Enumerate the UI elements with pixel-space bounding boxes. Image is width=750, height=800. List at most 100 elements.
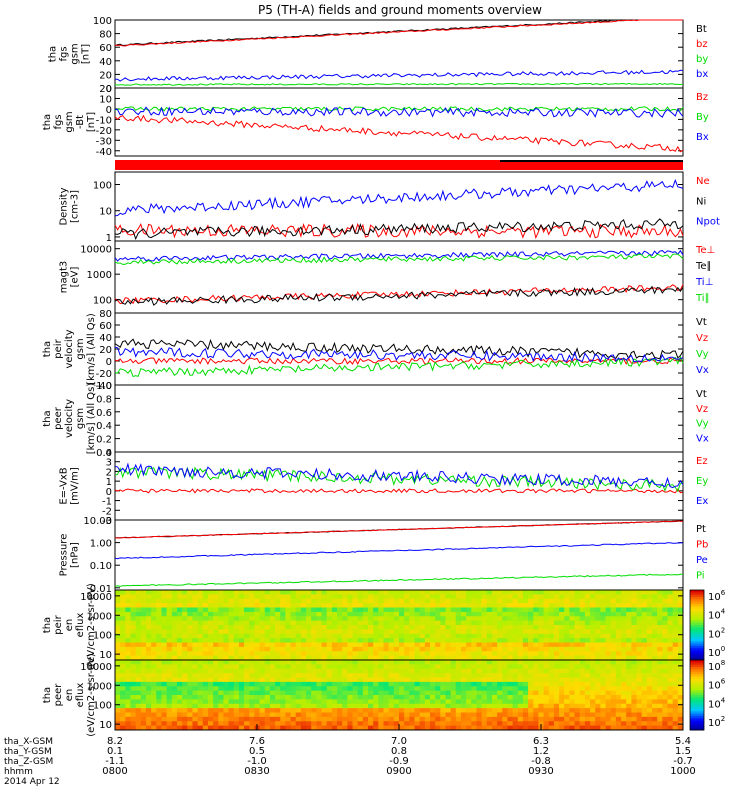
spectrogram-cell bbox=[621, 594, 627, 600]
spectrogram-cell bbox=[280, 633, 286, 639]
spectrogram-cell bbox=[424, 638, 431, 643]
spectrogram-cell bbox=[285, 716, 292, 722]
spectrogram-cell bbox=[677, 598, 684, 604]
spectrogram-cell bbox=[259, 681, 266, 687]
spectrogram-cell bbox=[156, 695, 162, 700]
spectrogram-cell bbox=[300, 668, 307, 674]
spectrogram-cell bbox=[584, 686, 591, 692]
spectrogram-cell bbox=[455, 611, 462, 617]
spectrogram-cell bbox=[543, 629, 550, 635]
spectrogram-cell bbox=[342, 642, 348, 648]
legend-label: Ez bbox=[696, 456, 708, 467]
spectrogram-cell bbox=[610, 642, 617, 648]
spectrogram-cell bbox=[522, 721, 529, 727]
spectrogram-cell bbox=[244, 655, 250, 661]
spectrogram-cell bbox=[455, 655, 462, 661]
spectrogram-cell bbox=[424, 620, 431, 626]
spectrogram-cell bbox=[491, 603, 498, 608]
spectrogram-cell bbox=[553, 642, 560, 648]
spectrogram-cell bbox=[445, 708, 452, 713]
spectrogram-cell bbox=[466, 629, 472, 635]
spectrogram-cell bbox=[517, 611, 524, 617]
spectrogram-cell bbox=[202, 603, 209, 608]
spectrogram-cell bbox=[662, 642, 669, 648]
spectrogram-cell bbox=[373, 633, 379, 639]
spectrogram-cell bbox=[559, 681, 565, 687]
spectrogram-cell bbox=[543, 655, 550, 661]
spectrogram-cell bbox=[672, 603, 679, 608]
spectrogram-cell bbox=[383, 681, 390, 687]
spectrogram-cell bbox=[548, 725, 555, 731]
spectrogram-cell bbox=[213, 646, 219, 652]
panel-frame bbox=[114, 451, 684, 521]
spectrogram-cell bbox=[280, 629, 286, 635]
spectrogram-cell bbox=[161, 603, 168, 608]
spectrogram-cell bbox=[440, 695, 446, 700]
spectrogram-cell bbox=[378, 716, 385, 722]
spectrogram-cell bbox=[559, 594, 565, 600]
spectrogram-cell bbox=[326, 629, 333, 635]
spectrogram-cell bbox=[120, 607, 126, 613]
spectrogram-cell bbox=[522, 611, 529, 617]
spectrogram-cell bbox=[646, 716, 653, 722]
spectrogram-cell bbox=[171, 660, 178, 665]
spectrogram-cell bbox=[145, 660, 152, 665]
spectrogram-cell bbox=[228, 611, 235, 617]
spectrogram-cell bbox=[667, 646, 674, 652]
spectrogram-cell bbox=[646, 590, 653, 595]
spectrogram-cell bbox=[254, 716, 261, 722]
spectrogram-cell bbox=[466, 664, 472, 670]
spectrogram-cell bbox=[156, 611, 162, 617]
spectrogram-cell bbox=[450, 611, 457, 617]
spectrogram-cell bbox=[450, 646, 457, 652]
spectrogram-cell bbox=[595, 607, 601, 613]
spectrogram-cell bbox=[259, 716, 266, 722]
spectrogram-cell bbox=[657, 629, 663, 635]
spectrogram-cell bbox=[135, 629, 142, 635]
spectrogram-cell bbox=[238, 721, 245, 727]
spectrogram-cell bbox=[207, 716, 214, 722]
spectrogram-cell bbox=[378, 594, 385, 600]
spectrogram-cell bbox=[347, 611, 354, 617]
y-tick-label: 10 bbox=[99, 650, 112, 661]
spectrogram-cell bbox=[207, 655, 214, 661]
spectrogram-cell bbox=[553, 695, 560, 700]
spectrogram-cell bbox=[176, 712, 183, 718]
spectrogram-cell bbox=[269, 690, 276, 696]
spectrogram-cell bbox=[331, 625, 338, 630]
spectrogram-cell bbox=[249, 598, 255, 604]
spectrogram-cell bbox=[275, 716, 281, 722]
spectrogram-cell bbox=[569, 668, 576, 674]
spectrogram-cell bbox=[368, 603, 374, 608]
spectrogram-cell bbox=[238, 642, 245, 648]
spectrogram-cell bbox=[388, 703, 395, 709]
spectrogram-cell bbox=[621, 620, 627, 626]
spectrogram-cell bbox=[404, 699, 410, 705]
spectrogram-cell bbox=[424, 690, 431, 696]
spectrogram-cell bbox=[631, 633, 638, 639]
spectrogram-cell bbox=[156, 721, 162, 727]
spectrogram-cell bbox=[507, 611, 514, 617]
spectrogram-cell bbox=[574, 677, 581, 683]
spectrogram-cell bbox=[471, 638, 477, 643]
spectrogram-cell bbox=[192, 686, 199, 692]
spectrogram-cell bbox=[600, 611, 607, 617]
spectrogram-cell bbox=[528, 677, 534, 683]
spectrogram-cell bbox=[207, 638, 214, 643]
spectrogram-cell bbox=[321, 655, 328, 661]
spectrogram-cell bbox=[161, 695, 168, 700]
spectrogram-cell bbox=[543, 681, 550, 687]
spectrogram-cell bbox=[197, 673, 204, 678]
spectrogram-cell bbox=[321, 620, 328, 626]
spectrogram-cell bbox=[522, 677, 529, 683]
spectrogram-cell bbox=[605, 620, 612, 626]
spectrogram-cell bbox=[393, 607, 400, 613]
spectrogram-cell bbox=[559, 690, 565, 696]
spectrogram-cell bbox=[228, 668, 235, 674]
spectrogram-cell bbox=[197, 638, 204, 643]
spectrogram-cell bbox=[393, 620, 400, 626]
spectrogram-cell bbox=[564, 655, 570, 661]
spectrogram-cell bbox=[595, 625, 601, 630]
spectrogram-cell bbox=[399, 620, 405, 626]
